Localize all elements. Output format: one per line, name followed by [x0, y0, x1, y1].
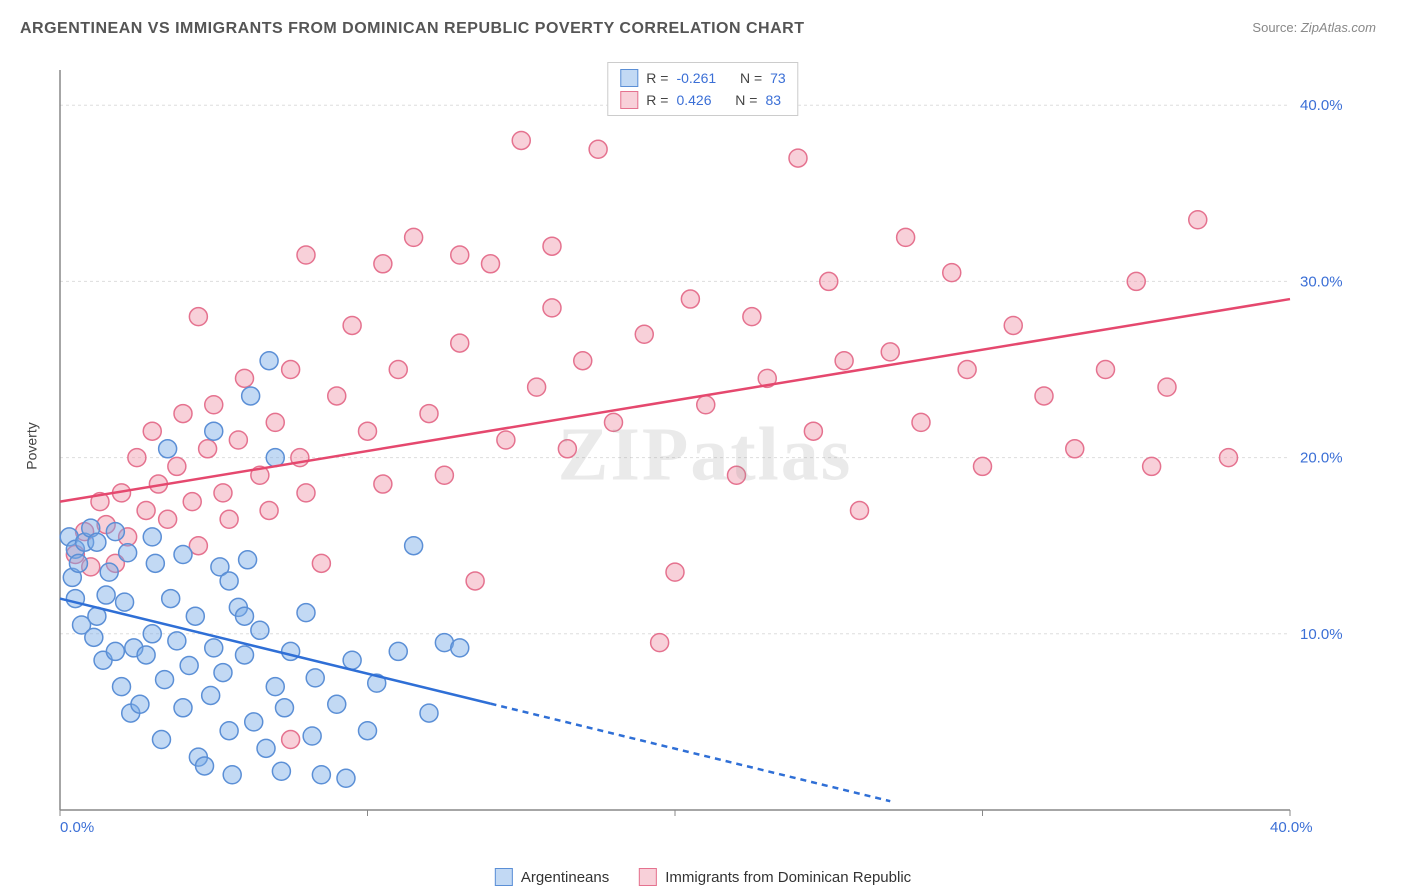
n-value-dominican: 83	[765, 92, 781, 108]
source-value: ZipAtlas.com	[1301, 20, 1376, 35]
r-label: R =	[646, 70, 668, 86]
svg-text:20.0%: 20.0%	[1300, 450, 1343, 467]
svg-text:40.0%: 40.0%	[1300, 97, 1343, 114]
svg-text:30.0%: 30.0%	[1300, 273, 1343, 290]
n-label: N =	[740, 70, 762, 86]
series-legend: Argentineans Immigrants from Dominican R…	[495, 868, 911, 886]
swatch-argentineans	[495, 868, 513, 886]
scatter-plot: ZIPatlas 10.0%20.0%30.0%40.0%0.0%40.0%	[50, 60, 1360, 850]
swatch-dominican	[639, 868, 657, 886]
r-value-dominican: 0.426	[676, 92, 711, 108]
swatch-dominican	[620, 91, 638, 109]
source-attribution: Source: ZipAtlas.com	[1252, 20, 1376, 35]
series-label-dominican: Immigrants from Dominican Republic	[665, 869, 911, 886]
r-value-argentineans: -0.261	[676, 70, 716, 86]
source-label: Source:	[1252, 20, 1297, 35]
r-label: R =	[646, 92, 668, 108]
n-label: N =	[735, 92, 757, 108]
y-axis-label: Poverty	[24, 422, 40, 469]
series-label-argentineans: Argentineans	[521, 869, 609, 886]
legend-row-argentineans: R = -0.261 N = 73	[620, 67, 785, 89]
legend-item-argentineans: Argentineans	[495, 868, 609, 886]
swatch-argentineans	[620, 69, 638, 87]
legend-item-dominican: Immigrants from Dominican Republic	[639, 868, 911, 886]
legend-row-dominican: R = 0.426 N = 83	[620, 89, 785, 111]
svg-text:10.0%: 10.0%	[1300, 626, 1343, 643]
svg-text:0.0%: 0.0%	[60, 819, 94, 836]
svg-text:40.0%: 40.0%	[1270, 819, 1313, 836]
chart-title: ARGENTINEAN VS IMMIGRANTS FROM DOMINICAN…	[20, 20, 804, 38]
chart-svg: 10.0% 20.0% 30.0% 40.0% 0.0% 40.0%	[50, 60, 1360, 850]
n-value-argentineans: 73	[770, 70, 786, 86]
correlation-legend: R = -0.261 N = 73 R = 0.426 N = 83	[607, 62, 798, 116]
